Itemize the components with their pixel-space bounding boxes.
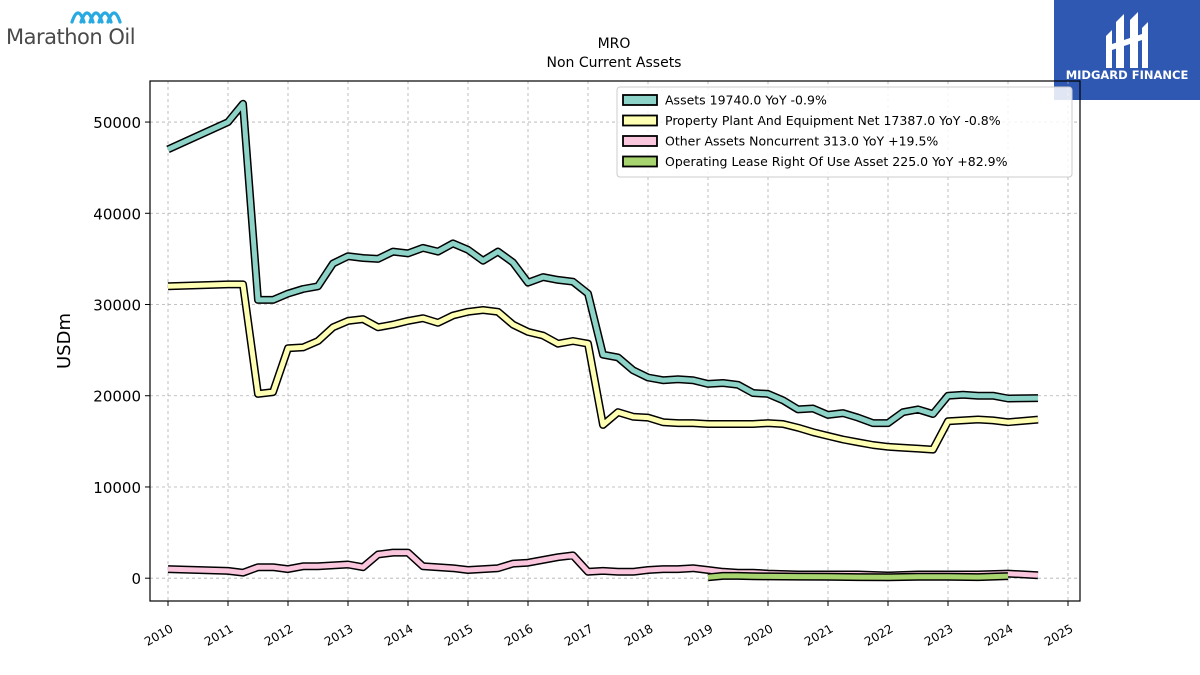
y-tick-label: 20000 (93, 388, 141, 406)
midgard-monogram-icon (1106, 12, 1148, 68)
x-tick-label: 2016 (502, 621, 535, 648)
y-axis-ticks: 0 10000 20000 30000 40000 50000 (93, 114, 150, 588)
x-tick-label: 2017 (562, 621, 595, 648)
x-tick-label: 2021 (802, 621, 835, 648)
legend-label-assets: Assets 19740.0 YoY -0.9% (665, 93, 827, 108)
chart-title: MRO (598, 36, 631, 52)
x-tick-label: 2010 (142, 621, 175, 648)
x-axis-ticks: 2010 2011 2012 2013 2014 2015 2016 2017 2018 2019… (142, 601, 1076, 649)
legend-label-ppe: Property Plant And Equipment Net 17387.0… (665, 113, 1001, 128)
y-tick-label: 40000 (93, 205, 141, 223)
legend-box (616, 86, 1073, 178)
plot-frame (149, 80, 1081, 602)
x-tick-label: 2023 (922, 621, 955, 648)
series-line-lease (707, 573, 1009, 580)
y-tick-label: 50000 (93, 114, 141, 132)
marathon-oil-logo: Marathon Oil (6, 8, 151, 53)
marathon-oil-wave-icon (70, 11, 122, 24)
midgard-finance-logo: MIDGARD FINANCE (1054, 0, 1200, 100)
y-axis-label: USDm (54, 313, 75, 369)
series-lines (166, 99, 1039, 582)
legend-swatch-assets (622, 94, 658, 106)
x-tick-label: 2013 (322, 621, 355, 648)
midgard-finance-wordmark: MIDGARD FINANCE (1065, 68, 1189, 82)
legend-swatch-other (622, 135, 658, 147)
x-tick-label: 2012 (262, 621, 295, 648)
x-tick-label: 2025 (1042, 621, 1075, 648)
legend-label-other: Other Assets Noncurrent 313.0 YoY +19.5% (665, 134, 938, 149)
x-tick-label: 2020 (742, 621, 775, 648)
chart-subtitle: Non Current Assets (547, 55, 682, 71)
legend-swatch-ppe (622, 114, 658, 127)
y-tick-label: 30000 (93, 297, 141, 315)
x-tick-label: 2022 (862, 621, 895, 648)
x-tick-label: 2014 (382, 621, 415, 648)
grid-lines (150, 81, 1080, 601)
legend-swatch-lease (622, 155, 658, 168)
series-line-ppe (167, 281, 1039, 453)
y-tick-label: 10000 (93, 479, 141, 497)
x-tick-label: 2018 (622, 621, 655, 648)
x-tick-label: 2024 (982, 621, 1015, 648)
legend: Assets 19740.0 YoY -0.9% Property Plant A… (616, 86, 1073, 178)
legend-label-lease: Operating Lease Right Of Use Asset 225.0… (665, 154, 1008, 169)
x-tick-label: 2019 (682, 621, 715, 648)
marathon-oil-wordmark: Marathon Oil (6, 25, 136, 49)
series-line-assets (166, 101, 1039, 426)
y-tick-label: 0 (131, 570, 141, 588)
x-tick-label: 2011 (202, 621, 235, 648)
x-tick-label: 2015 (442, 621, 475, 648)
